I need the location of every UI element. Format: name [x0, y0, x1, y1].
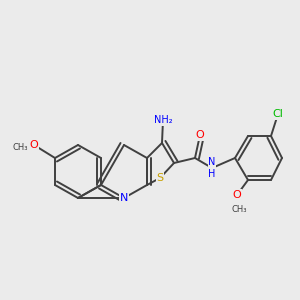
Text: CH₃: CH₃: [231, 205, 247, 214]
Text: O: O: [30, 140, 38, 150]
Text: CH₃: CH₃: [12, 142, 28, 152]
Text: Cl: Cl: [273, 109, 283, 119]
Text: N: N: [120, 193, 128, 203]
Text: N
H: N H: [208, 157, 216, 179]
Text: O: O: [232, 190, 242, 200]
Text: O: O: [196, 130, 204, 140]
Text: S: S: [156, 173, 164, 183]
Text: NH₂: NH₂: [154, 115, 172, 125]
